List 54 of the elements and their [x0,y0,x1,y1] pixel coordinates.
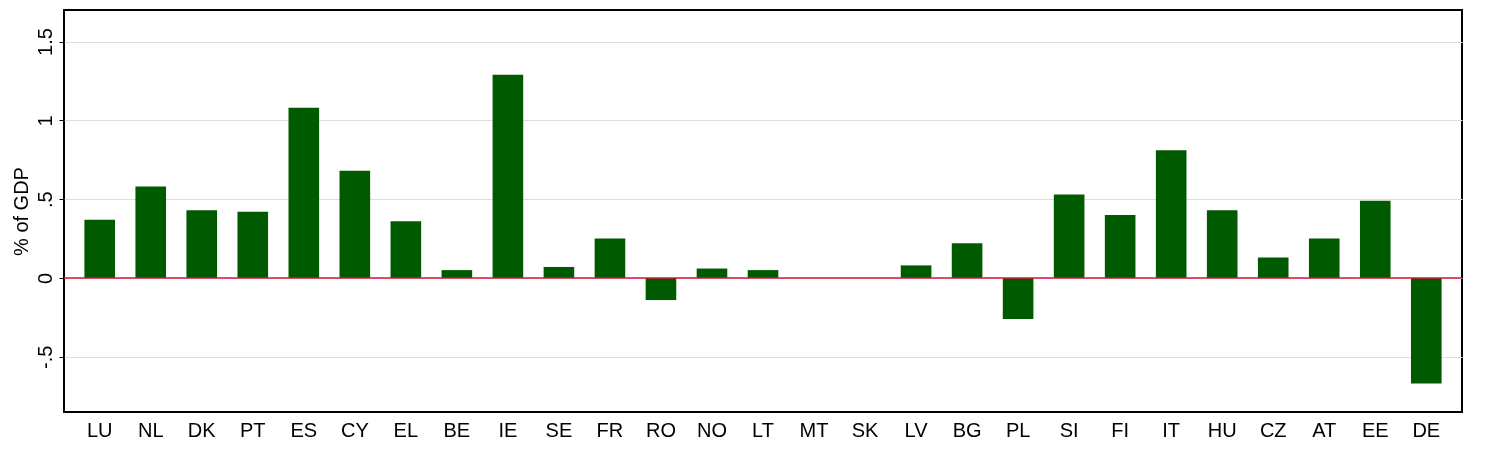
x-tick-label: BE [443,418,471,441]
y-tick-label: 1.5 [33,28,56,56]
x-tick-label: LV [904,418,929,441]
x-tick-label: MT [799,418,829,441]
x-tick-label: PT [240,418,266,441]
bar [594,238,626,278]
bar [1053,194,1085,278]
bar [339,170,371,278]
bar [645,278,677,301]
bar [492,74,524,278]
x-tick-label: IE [498,418,518,441]
x-tick-label: IT [1162,418,1181,441]
x-tick-label: NO [696,418,727,441]
bar [390,221,422,278]
x-tick-label: CY [340,418,369,441]
bar [1257,257,1289,278]
x-tick-label: SE [545,418,573,441]
bar [1206,210,1238,278]
bar [84,219,116,278]
x-tick-label: LT [752,418,774,441]
bar [1104,214,1136,278]
x-tick-label: DE [1412,418,1441,441]
bar [1155,150,1187,278]
y-tick-label: 1 [33,115,56,127]
x-tick-label: LU [86,418,113,441]
y-tick-label: .5 [33,191,56,209]
x-tick-label: EL [393,418,419,441]
bar [1002,278,1034,319]
bar [288,107,320,278]
x-tick-label: CZ [1259,418,1287,441]
bar [135,186,167,278]
x-tick-label: EE [1361,418,1389,441]
bar [237,211,269,278]
x-tick-label: AT [1312,418,1337,441]
bar [900,265,932,278]
y-axis-title: % of GDP [9,167,32,256]
y-tick-label: 0 [33,272,56,285]
x-tick-label: PL [1005,418,1031,441]
bar [186,210,218,278]
x-tick-label: NL [137,418,164,441]
x-tick-label: HU [1207,418,1237,441]
bar [1308,238,1340,278]
x-tick-label: ES [290,418,318,441]
x-tick-label: DK [187,418,217,441]
x-tick-label: FR [596,418,624,441]
bar [1359,200,1391,278]
x-tick-label: SK [851,418,880,441]
x-tick-label: SI [1059,418,1079,441]
x-tick-label: BG [952,418,982,441]
x-tick-label: FI [1111,418,1130,441]
x-tick-label: RO [645,418,676,441]
bar [951,243,983,278]
bar [1410,278,1442,384]
y-tick-label: -.5 [33,345,56,369]
